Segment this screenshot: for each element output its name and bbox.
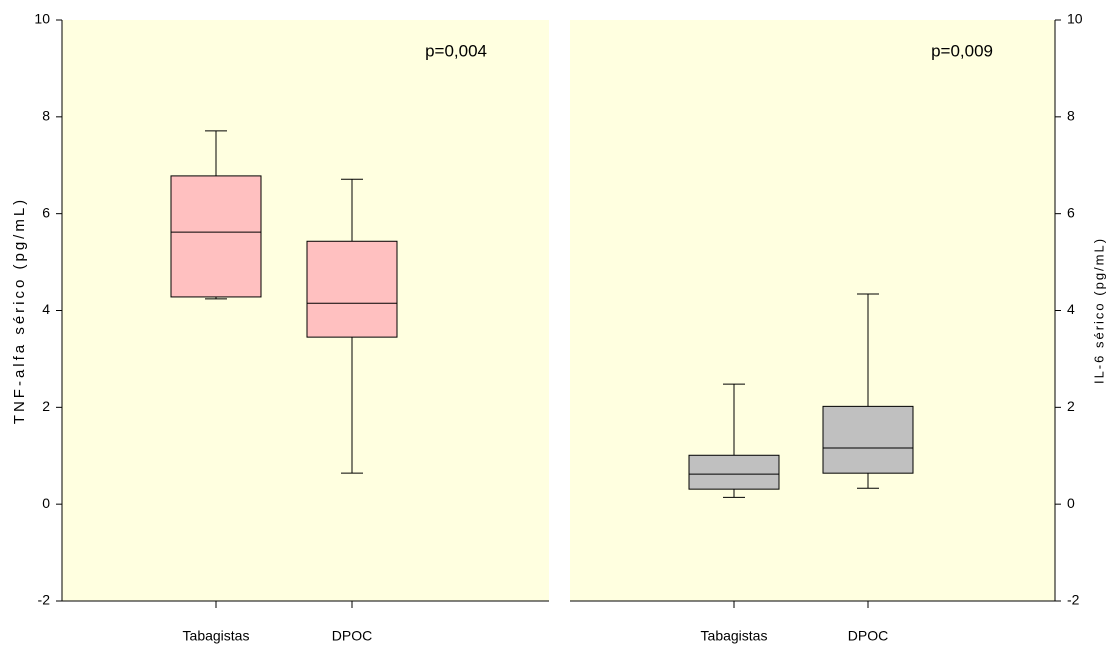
- y-tick-label: -2: [38, 592, 51, 608]
- y-tick-label: 8: [42, 108, 50, 124]
- y-tick-label: 8: [1067, 108, 1075, 124]
- y-tick-label: 10: [34, 11, 50, 27]
- y-axis-label: TNF-alfa sérico (pg/mL): [11, 197, 28, 424]
- box: [306, 240, 398, 338]
- box: [170, 175, 262, 298]
- annotation: p=0,009: [931, 41, 993, 60]
- y-tick-label: 2: [42, 398, 50, 414]
- y-tick-label: 6: [42, 204, 50, 220]
- x-tick-label: DPOC: [332, 628, 372, 644]
- y-axis-label: IL-6 sérico (pg/mL): [1091, 237, 1106, 384]
- box: [822, 405, 914, 474]
- x-tick-label: Tabagistas: [183, 628, 250, 644]
- y-tick-label: 4: [1067, 301, 1075, 317]
- y-tick-label: -2: [1067, 592, 1080, 608]
- x-tick-label: DPOC: [848, 628, 888, 644]
- box: [688, 454, 780, 490]
- y-tick-label: 10: [1067, 11, 1083, 27]
- y-tick-label: 2: [1067, 398, 1075, 414]
- plot-background: [570, 20, 1055, 601]
- y-tick-label: 0: [1067, 495, 1075, 511]
- plot-background: [62, 20, 549, 601]
- y-tick-label: 0: [42, 495, 50, 511]
- y-tick-label: 6: [1067, 204, 1075, 220]
- x-tick-label: Tabagistas: [701, 628, 768, 644]
- y-tick-label: 4: [42, 301, 50, 317]
- annotation: p=0,004: [425, 41, 487, 60]
